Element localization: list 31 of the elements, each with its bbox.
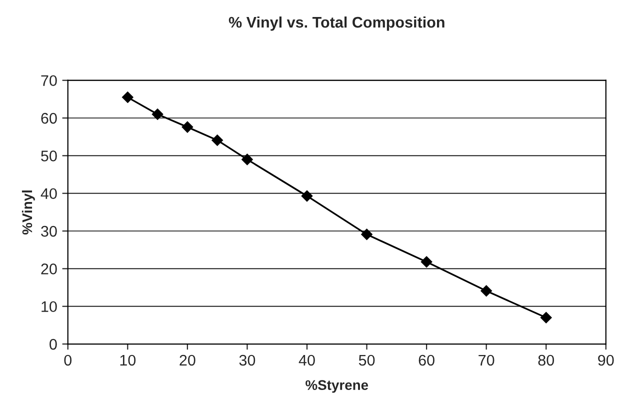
x-tick-label: 80 xyxy=(538,354,554,366)
x-tick-label: 50 xyxy=(358,354,375,366)
x-tick-label: 60 xyxy=(418,354,434,366)
y-tick-label: 70 xyxy=(41,75,57,86)
y-tick-label: 50 xyxy=(41,150,57,162)
point xyxy=(301,190,313,202)
y-tick-label: 30 xyxy=(41,226,57,237)
x-tick-label: 0 xyxy=(64,354,72,366)
point xyxy=(122,92,134,103)
y-tick-label: 60 xyxy=(41,112,57,124)
x-tick-label: 90 xyxy=(598,354,614,366)
x-axis-title: %Styrene xyxy=(306,380,368,393)
x-tick-label: 20 xyxy=(180,354,196,366)
point xyxy=(182,121,194,133)
point xyxy=(480,285,492,297)
y-axis-title: %Vinyl xyxy=(22,190,35,234)
point xyxy=(212,134,223,146)
point xyxy=(361,228,372,240)
y-tick-label: 0 xyxy=(50,338,57,350)
point xyxy=(540,312,552,324)
point xyxy=(420,256,432,268)
y-tick-label: 40 xyxy=(40,188,57,200)
point xyxy=(152,108,164,120)
x-tick-label: 70 xyxy=(478,354,494,366)
x-tick-label: 10 xyxy=(120,354,136,366)
y-tick-label: 20 xyxy=(41,264,57,274)
x-tick-label: 30 xyxy=(239,354,256,366)
chart-title: % Vinyl vs. Total Composition xyxy=(228,16,444,31)
y-tick-label: 10 xyxy=(42,301,57,312)
point xyxy=(242,154,253,166)
x-tick-label: 40 xyxy=(298,354,315,366)
